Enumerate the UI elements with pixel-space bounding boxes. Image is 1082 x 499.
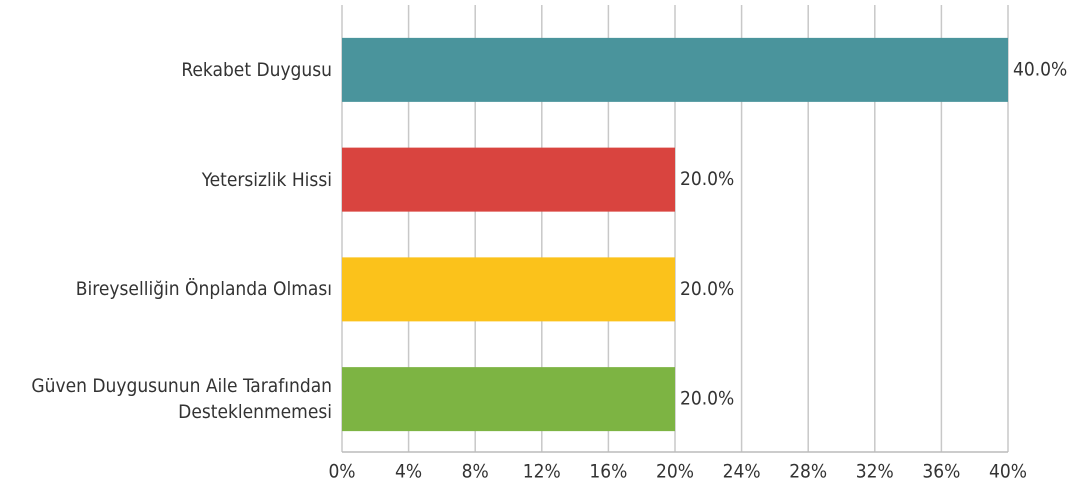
data-label: 20.0% xyxy=(680,168,734,190)
data-label: 40.0% xyxy=(1013,58,1067,80)
x-tick-label: 4% xyxy=(395,461,422,483)
x-tick-label: 28% xyxy=(789,461,827,483)
x-tick-label: 12% xyxy=(523,461,561,483)
x-tick-label: 32% xyxy=(856,461,894,483)
bar xyxy=(342,147,675,212)
x-tick-label: 20% xyxy=(656,461,694,483)
y-tick-label: Bireyselliğin Önplanda Olması xyxy=(75,278,332,301)
bar xyxy=(342,37,1008,102)
x-tick-label: 16% xyxy=(589,461,627,483)
data-label: 20.0% xyxy=(680,278,734,300)
x-tick-label: 24% xyxy=(723,461,761,483)
bar xyxy=(342,367,675,432)
y-tick-label: Rekabet Duygusu xyxy=(181,58,332,81)
bar xyxy=(342,257,675,322)
x-tick-label: 0% xyxy=(328,461,355,483)
x-tick-label: 40% xyxy=(989,461,1027,483)
data-label: 20.0% xyxy=(680,388,734,410)
x-tick-label: 36% xyxy=(922,461,960,483)
x-tick-label: 8% xyxy=(462,461,489,483)
y-tick-label: Yetersizlik Hissi xyxy=(201,168,332,191)
y-tick-label: Güven Duygusunun Aile Tarafından Destekl… xyxy=(31,375,332,424)
